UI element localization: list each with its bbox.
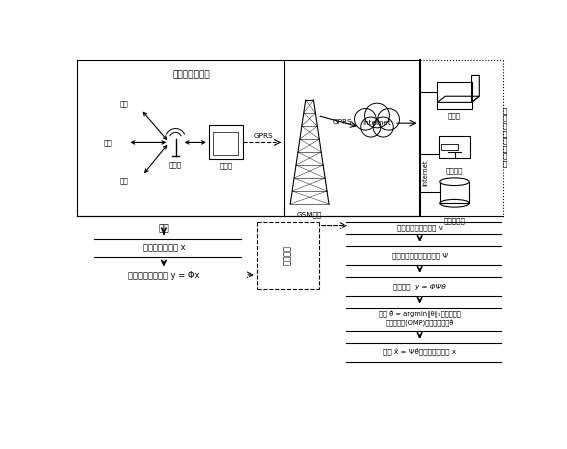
Bar bbox=[438, 82, 472, 109]
Text: 路由器: 路由器 bbox=[169, 162, 182, 168]
Text: GPRS: GPRS bbox=[332, 119, 352, 125]
Bar bbox=[209, 125, 243, 159]
Text: GSM基站: GSM基站 bbox=[297, 212, 322, 218]
Text: 匹配追踪法(OMP)求解稀疏系数θ̂: 匹配追踪法(OMP)求解稀疏系数θ̂ bbox=[386, 320, 454, 327]
Text: 将数据发送到服务器 v: 将数据发送到服务器 v bbox=[397, 224, 443, 231]
Text: 开始: 开始 bbox=[159, 225, 170, 234]
Circle shape bbox=[354, 109, 376, 130]
Text: 初始化一定维数约束矩阵 Ψ: 初始化一定维数约束矩阵 Ψ bbox=[392, 252, 447, 259]
Text: 节点: 节点 bbox=[119, 178, 128, 184]
Circle shape bbox=[378, 109, 400, 130]
Text: 数据中心站: 数据中心站 bbox=[443, 217, 466, 224]
Text: Internet: Internet bbox=[363, 120, 391, 126]
Text: 监控中心: 监控中心 bbox=[446, 167, 463, 174]
Ellipse shape bbox=[440, 178, 469, 185]
Text: 获取传感器数据 x: 获取传感器数据 x bbox=[142, 243, 185, 252]
Bar bbox=[440, 182, 469, 203]
Bar bbox=[439, 136, 470, 158]
Text: 无线传输: 无线传输 bbox=[284, 245, 293, 265]
Text: Internet: Internet bbox=[422, 160, 428, 186]
Text: 远
程
实
验
室
监
控
几: 远 程 实 验 室 监 控 几 bbox=[503, 107, 507, 167]
Text: 服务器: 服务器 bbox=[448, 112, 461, 119]
Circle shape bbox=[365, 103, 390, 128]
Text: 多跳器: 多跳器 bbox=[219, 162, 232, 169]
Text: 节点: 节点 bbox=[104, 139, 112, 146]
Bar bbox=[213, 132, 238, 155]
Circle shape bbox=[361, 117, 381, 137]
Text: 节点: 节点 bbox=[119, 101, 128, 107]
Text: 估算 x̂ = Ψθ̂，得到传感数据 x: 估算 x̂ = Ψθ̂，得到传感数据 x bbox=[383, 349, 456, 356]
Circle shape bbox=[373, 117, 393, 137]
Text: 建立模型  y = ΦΨθ: 建立模型 y = ΦΨθ bbox=[393, 283, 446, 290]
Text: 无线传感器网络: 无线传感器网络 bbox=[172, 71, 210, 80]
Text: GPRS: GPRS bbox=[253, 133, 273, 139]
Bar bbox=[441, 144, 458, 150]
Text: 估算 θ̂ = argmin‖θ‖₁，采用正交: 估算 θ̂ = argmin‖θ‖₁，采用正交 bbox=[379, 310, 460, 318]
Text: 观测传感数据，令 y = Φx: 观测传感数据，令 y = Φx bbox=[128, 271, 200, 280]
